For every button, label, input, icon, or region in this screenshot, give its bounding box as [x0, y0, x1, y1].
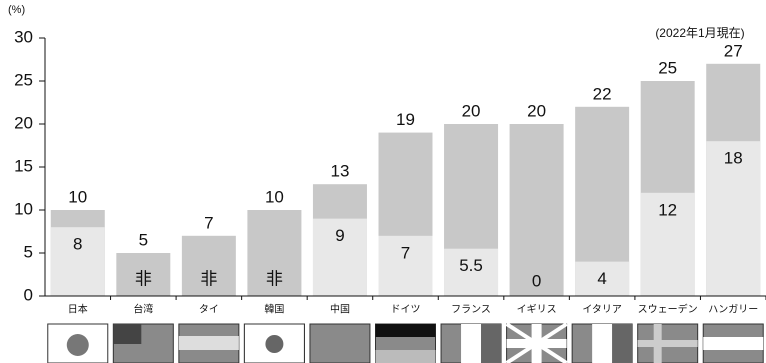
value-label: 7 — [401, 243, 410, 262]
bar — [509, 124, 564, 296]
y-tick-label: 0 — [24, 285, 33, 304]
flag-detail — [178, 336, 239, 350]
flag — [309, 323, 371, 363]
value-label: 18 — [724, 149, 743, 168]
value-label: 非 — [135, 269, 152, 288]
x-tick-label: タイ — [199, 304, 219, 316]
flag-detail — [113, 324, 142, 344]
y-tick-label: 25 — [14, 70, 33, 89]
y-tick-label: 15 — [14, 156, 33, 175]
flag-detail — [66, 334, 89, 356]
bar — [378, 235, 433, 296]
value-label: 22 — [593, 84, 612, 103]
value-label: 9 — [335, 226, 344, 245]
flag-detail — [506, 339, 567, 348]
flag-detail — [637, 340, 698, 347]
bar — [50, 227, 105, 296]
value-label: 19 — [396, 110, 415, 129]
value-label: 20 — [462, 101, 481, 120]
value-label: 13 — [330, 162, 349, 181]
y-tick-label: 20 — [14, 113, 33, 132]
x-tick-label: 中国 — [330, 303, 350, 316]
x-tick-label: フランス — [451, 304, 491, 316]
flag-detail — [612, 324, 633, 363]
value-label: 20 — [527, 101, 546, 120]
x-tick-label: 韓国 — [264, 304, 284, 316]
value-label: 7 — [204, 213, 213, 232]
flag-detail — [375, 350, 436, 363]
annotation: (2022年1月現在) — [655, 26, 744, 40]
flag-detail — [592, 324, 613, 363]
bar — [575, 261, 630, 296]
value-label: 0 — [532, 271, 541, 290]
flag-detail — [461, 324, 482, 363]
value-label: 非 — [200, 269, 217, 288]
bar — [116, 253, 171, 296]
value-label: 5 — [139, 230, 148, 249]
bar — [444, 248, 499, 296]
value-label: 5.5 — [459, 256, 483, 275]
y-tick-label: 30 — [14, 27, 33, 46]
bar — [640, 192, 695, 296]
unit-label: (%) — [8, 4, 25, 16]
value-label: 非 — [266, 269, 283, 288]
x-tick-label: スウェーデン — [638, 303, 698, 316]
bar — [706, 141, 761, 296]
value-label: 27 — [724, 41, 743, 60]
value-label: 12 — [658, 200, 677, 219]
flag-detail — [375, 324, 436, 337]
x-tick-label: イギリス — [517, 304, 557, 316]
flag-detail — [265, 335, 284, 353]
x-tick-label: ドイツ — [391, 305, 421, 316]
value-label: 10 — [265, 187, 284, 206]
x-tick-label: イタリア — [582, 304, 622, 316]
value-label: 8 — [73, 235, 82, 254]
value-label: 4 — [597, 269, 606, 288]
x-tick-label: 日本 — [68, 303, 88, 316]
value-label: 25 — [658, 58, 677, 77]
y-tick-label: 10 — [14, 199, 33, 218]
bar — [181, 235, 236, 296]
flag-detail — [481, 324, 502, 363]
bar — [312, 218, 367, 296]
y-tick-label: 5 — [24, 242, 33, 261]
x-tick-label: ハンガリー — [708, 304, 758, 316]
value-label: 10 — [68, 187, 87, 206]
bar — [247, 210, 302, 296]
x-tick-label: 台湾 — [133, 303, 153, 316]
flag-detail — [703, 337, 764, 350]
